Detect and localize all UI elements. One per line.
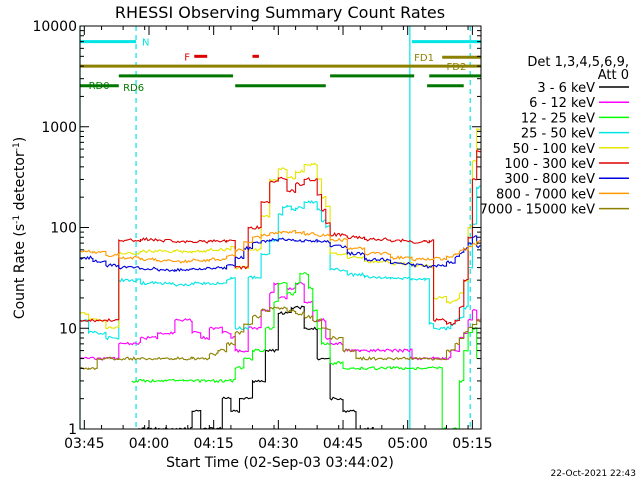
legend-label-8: 7000 - 15000 keV [480, 203, 596, 218]
legend-label-1: 6 - 12 keV [529, 96, 595, 111]
legend-label-6: 300 - 800 keV [504, 172, 595, 187]
y-tick-label-3: 1000 [41, 120, 77, 136]
coverage-bar-label-fd2: FD2 [447, 62, 467, 73]
y-axis-label-sup-2: -1 [12, 142, 22, 151]
y-axis-label-sup-1: -1 [12, 215, 22, 224]
series-line-3 [80, 185, 481, 341]
legend-header-line-2: Att 0 [598, 68, 629, 83]
y-axis-label: Count Rate (s-1 detector-1) [12, 137, 28, 319]
coverage-bar-label-f: F [184, 52, 190, 63]
legend-header-line-1: Det 1,3,4,5,6,9, [527, 55, 629, 70]
coverage-bars: NFFD1FD2RD0RD6 [80, 38, 481, 94]
legend-label-5: 100 - 300 keV [504, 157, 595, 172]
x-tick-label-5: 05:00 [388, 436, 428, 452]
legend-label-2: 12 - 25 keV [521, 111, 595, 126]
series-line-4 [80, 128, 481, 330]
y-axis-ticks: 1 10 100 1000 10000 [32, 19, 481, 438]
series-line-8 [80, 306, 481, 371]
x-tick-label-4: 04:45 [323, 436, 363, 452]
coverage-bar-label-n: N [142, 38, 149, 49]
series-layer [80, 128, 481, 429]
x-tick-label-3: 04:30 [258, 436, 298, 452]
chart-title: RHESSI Observing Summary Count Rates [115, 3, 445, 22]
y-axis-label-mid: detector [12, 151, 28, 215]
y-tick-label-1: 10 [59, 321, 77, 337]
legend-label-7: 800 - 7000 keV [496, 187, 595, 202]
series-line-5 [80, 149, 481, 326]
series-line-2 [131, 272, 478, 429]
y-tick-label-4: 10000 [32, 19, 77, 35]
footer-date: 22-Oct-2021 22:43 [551, 469, 636, 479]
y-tick-label-0: 1 [68, 422, 77, 438]
y-axis-label-main: Count Rate (s [12, 224, 28, 319]
series-line-7 [80, 230, 481, 264]
x-tick-label-2: 04:15 [193, 436, 233, 452]
legend-label-4: 50 - 100 keV [513, 142, 596, 157]
x-tick-label-1: 04:00 [129, 436, 169, 452]
series-line-6 [80, 235, 481, 272]
x-tick-label-0: 03:45 [64, 436, 104, 452]
y-axis-label-end: ) [12, 137, 28, 142]
legend-label-3: 25 - 50 keV [521, 127, 595, 142]
coverage-bar-label-fd1: FD1 [414, 53, 434, 64]
x-axis-label: Start Time (02-Sep-03 03:44:02) [166, 455, 394, 471]
y-tick-label-2: 100 [50, 221, 77, 237]
x-tick-label-6: 05:15 [452, 436, 492, 452]
coverage-bar-label-rd6: RD6 [123, 83, 144, 94]
x-axis-ticks: 03:45 04:00 04:15 04:30 04:45 05:00 05:15 [64, 26, 493, 452]
legend-label-0: 3 - 6 keV [537, 81, 595, 96]
